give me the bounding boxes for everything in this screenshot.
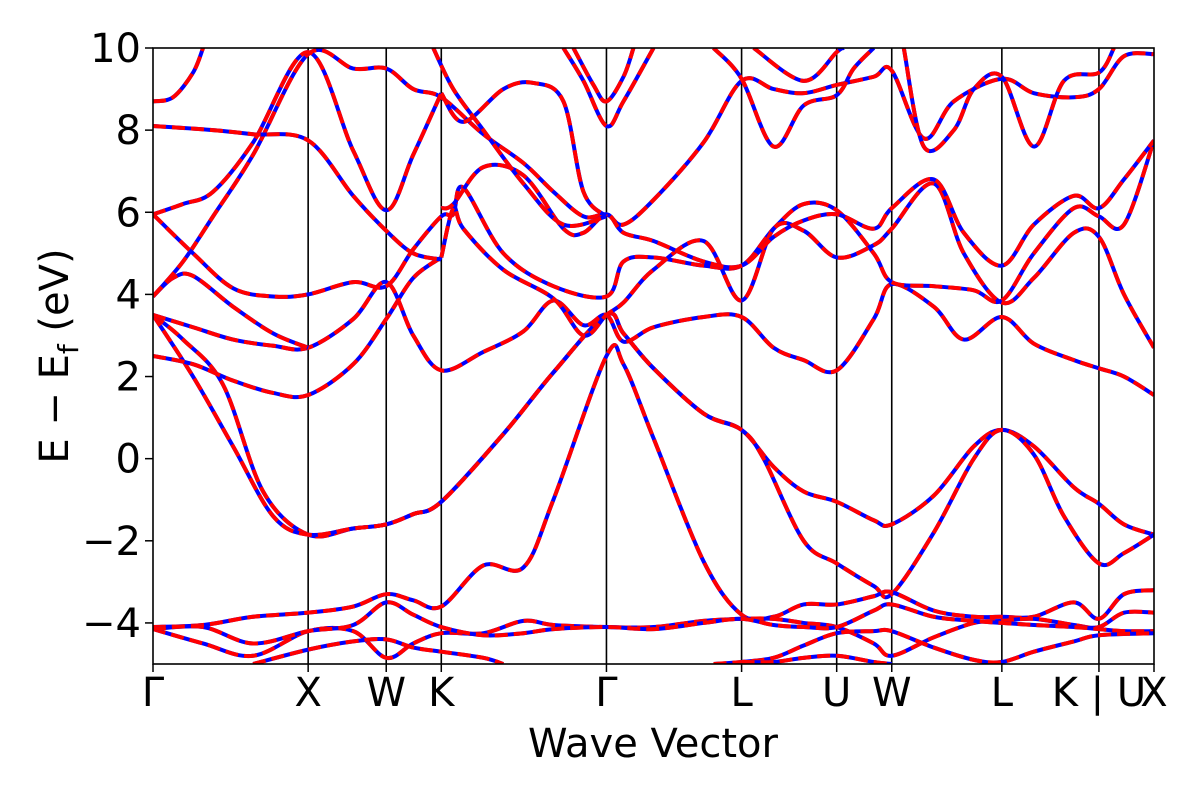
band-line-blue <box>153 345 1154 627</box>
x-tick-label: W <box>366 670 406 716</box>
band-line-red <box>441 140 1154 267</box>
band-line-blue <box>714 48 874 147</box>
x-tick-label: W <box>872 670 912 716</box>
band-line-red <box>153 140 1154 302</box>
band-line-red <box>563 48 653 127</box>
x-tick-label: K | U <box>1052 670 1146 716</box>
y-tick-label: 2 <box>116 355 141 401</box>
band-line-red <box>904 48 1114 151</box>
band-line-red <box>441 82 606 216</box>
x-tick-label: K <box>428 670 456 716</box>
y-tick-label: 6 <box>116 190 141 236</box>
y-tick-label: 0 <box>116 437 141 483</box>
x-tick-label: X <box>294 670 321 716</box>
x-tick-label: Γ <box>142 670 165 716</box>
x-axis-label: Wave Vector <box>528 721 779 767</box>
y-tick-label: −4 <box>82 601 141 647</box>
band-line-red <box>153 345 1154 627</box>
x-tick-label: X <box>1140 670 1167 716</box>
y-axis-label-unit: (eV) <box>32 248 78 344</box>
band-series <box>153 48 1154 664</box>
y-tick-label: 10 <box>90 26 141 72</box>
x-tick-label: Γ <box>595 670 618 716</box>
plot-frame <box>153 48 1154 664</box>
band-line-red <box>714 48 874 147</box>
band-line-red <box>153 313 1154 597</box>
band-line-blue <box>441 82 606 216</box>
band-line-red <box>754 48 844 81</box>
y-tick-label: 8 <box>116 108 141 154</box>
x-tick-label: U <box>822 670 851 716</box>
y-axis-label: E − Ef (eV) <box>32 248 85 463</box>
band-line-red <box>153 48 203 101</box>
band-line-red <box>573 48 633 102</box>
x-tick-label: L <box>730 670 753 716</box>
band-line-blue <box>153 50 1154 297</box>
y-tick-label: −2 <box>82 519 141 565</box>
x-tick-label: L <box>991 670 1014 716</box>
band-line-blue <box>153 313 1154 597</box>
band-line-blue <box>153 140 1154 302</box>
band-line-red <box>714 630 1154 664</box>
y-axis-ticks: −4 −2 0 2 4 6 8 10 <box>82 26 153 647</box>
band-line-blue <box>754 48 844 81</box>
y-tick-label: 4 <box>116 272 141 318</box>
band-line-red <box>153 50 1154 297</box>
band-line-blue <box>563 48 653 127</box>
band-line-blue <box>904 48 1114 151</box>
band-line-blue <box>441 140 1154 267</box>
y-axis-label-main: E − E <box>32 354 78 464</box>
band-line-red <box>153 602 1154 643</box>
